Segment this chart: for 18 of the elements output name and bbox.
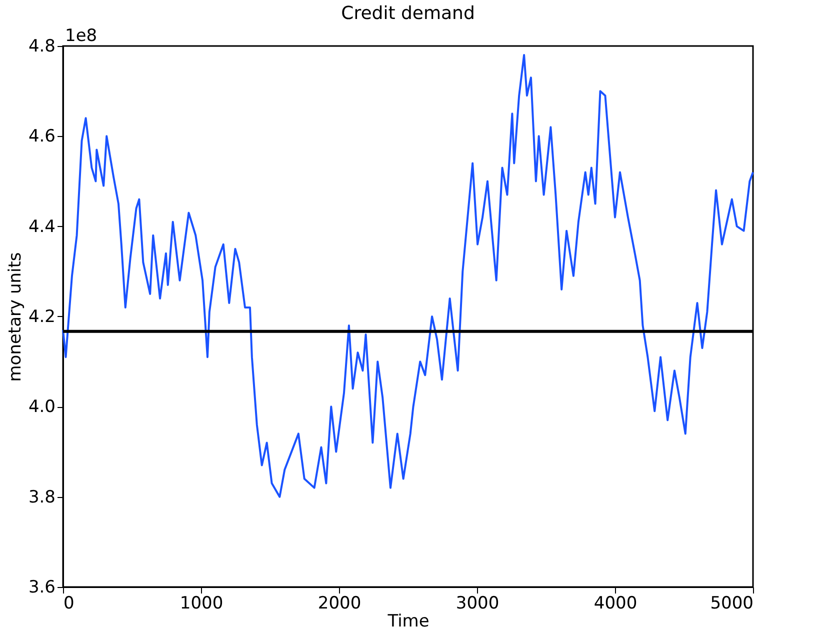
x-tick-label: 4000: [594, 594, 638, 614]
chart-title: Credit demand: [341, 3, 475, 24]
y-tick-label: 4.6: [28, 126, 56, 147]
y-tick-label: 3.8: [28, 487, 56, 508]
y-tick-label: 4.0: [28, 397, 56, 418]
x-tick-label: 1000: [180, 594, 224, 614]
y-tick-label: 4.4: [28, 216, 56, 237]
y-tick-label: 3.6: [28, 578, 56, 598]
y-axis-title: monetary units: [5, 252, 26, 382]
x-tick-label: 3000: [456, 594, 500, 614]
x-tick-label: 5000: [710, 594, 754, 614]
x-tick-label: 2000: [318, 594, 362, 614]
x-axis-title: Time: [386, 612, 430, 632]
line-series: [62, 54, 754, 498]
text: 1e8: [65, 26, 98, 46]
x-tick-label: 0: [64, 594, 74, 614]
y-tick-label: 4.8: [28, 36, 56, 56]
y-tick-label: 4.2: [28, 307, 56, 327]
